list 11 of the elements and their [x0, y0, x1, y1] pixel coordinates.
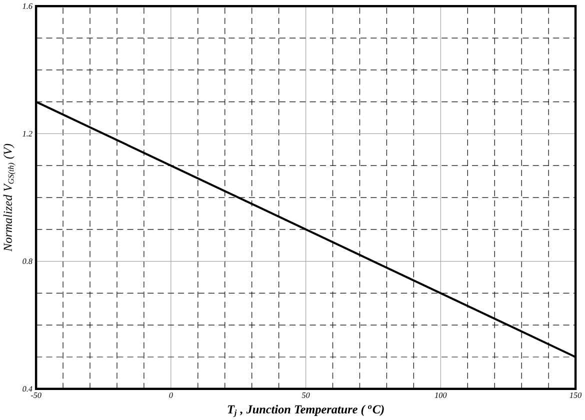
y-tick-label: 0.8	[22, 258, 32, 264]
x-tick-label: 150	[570, 392, 582, 398]
x-tick-label: 50	[302, 392, 310, 398]
y-tick-label: 1.6	[22, 3, 32, 9]
y-axis-title: Normalized V$_{GS(th)}$ (V)	[3, 144, 16, 252]
y-tick-label: 0.4	[22, 386, 32, 392]
x-tick-label: -50	[30, 392, 42, 398]
y-tick-label: 1.2	[22, 130, 32, 136]
x-axis-title: T$_{j}$ , Junction Temperature ( $^{o}$C)	[228, 404, 384, 417]
x-tick-label: 100	[434, 392, 447, 398]
x-tick-label: 0	[169, 392, 173, 398]
